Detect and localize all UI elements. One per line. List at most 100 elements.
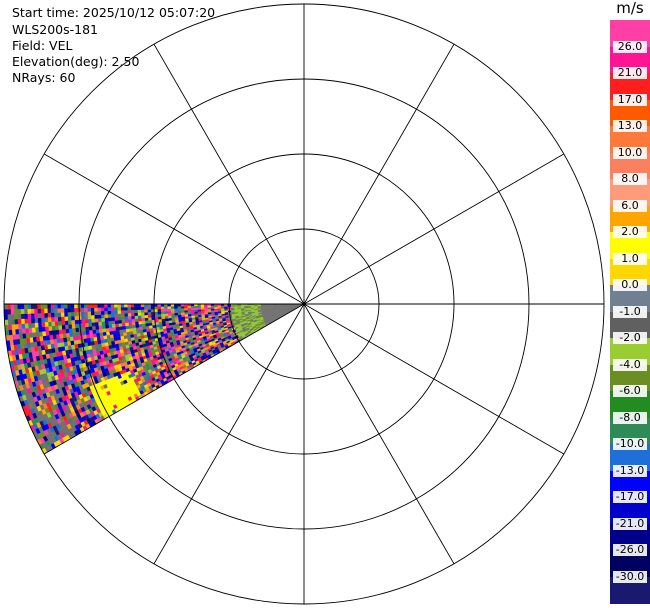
velocity-gate-cell	[111, 327, 116, 332]
velocity-gate-cell	[83, 311, 88, 316]
velocity-gate-cell	[124, 313, 128, 317]
velocity-gate-cell	[70, 303, 75, 309]
velocity-gate-cell	[113, 310, 118, 315]
velocity-gate-cell	[104, 324, 109, 329]
velocity-gate-cell	[138, 323, 143, 328]
velocity-gate-cell	[47, 312, 52, 318]
velocity-gate-cell	[72, 331, 77, 337]
velocity-gate-cell	[74, 323, 79, 329]
velocity-gate-cell	[93, 303, 98, 308]
colorbar-tick-label: 0.0	[613, 279, 647, 291]
velocity-gate-cell	[20, 303, 25, 310]
velocity-gate-cell	[54, 321, 59, 326]
velocity-gate-cell	[60, 308, 65, 313]
velocity-gate-cell	[34, 317, 39, 323]
velocity-gate-cell	[133, 309, 138, 314]
azimuth-spoke	[43, 153, 305, 305]
velocity-gate-cell	[110, 317, 115, 322]
velocity-gate-cell	[123, 306, 128, 311]
velocity-gate-cell	[40, 317, 45, 323]
velocity-gate-cell	[94, 318, 99, 323]
velocity-gate-cell	[173, 308, 178, 311]
azimuth-spoke	[153, 43, 305, 305]
velocity-gate-cell	[134, 321, 139, 325]
velocity-gate-cell	[13, 303, 18, 310]
velocity-gate-cell	[63, 307, 68, 313]
velocity-gate-cell	[17, 323, 22, 330]
colorbar-tick-label: -1.0	[613, 305, 647, 318]
velocity-gate-cell	[70, 311, 75, 317]
velocity-gate-cell	[40, 303, 45, 309]
velocity-gate-cell	[114, 316, 119, 321]
velocity-gate-cell	[11, 324, 16, 330]
velocity-gate-cell	[141, 317, 146, 322]
velocity-gate-cell	[167, 308, 171, 312]
velocity-gate-cell	[117, 307, 121, 311]
velocity-gate-cell	[30, 313, 35, 319]
velocity-gate-cell	[32, 332, 37, 338]
velocity-gate-cell	[127, 312, 132, 317]
velocity-gate-cell	[68, 332, 74, 338]
instrument-label: WLS200s-181	[12, 22, 98, 37]
velocity-gate-cell	[60, 312, 65, 317]
velocity-gate-cell	[83, 307, 88, 312]
velocity-gate-cell	[24, 327, 29, 334]
colorbar-tick-label: -6.0	[613, 385, 647, 397]
velocity-gate-cell	[167, 306, 171, 309]
velocity-gate-cell	[47, 321, 52, 327]
velocity-gate-cell	[50, 312, 55, 318]
velocity-gate-cell	[17, 318, 22, 325]
velocity-gate-cell	[207, 307, 211, 310]
colorbar-tick-label: 10.0	[613, 146, 647, 159]
velocity-gate-cell	[170, 308, 175, 312]
velocity-gate-cell	[30, 303, 35, 309]
velocity-gate-cell	[75, 327, 80, 333]
velocity-gate-cell	[164, 313, 169, 317]
velocity-gate-cell	[147, 311, 152, 316]
velocity-gate-cell	[45, 330, 50, 336]
range-ring-grid	[3, 3, 605, 605]
velocity-gate-cell	[68, 324, 73, 329]
velocity-gate-cell	[243, 304, 248, 307]
velocity-gate-cell	[87, 318, 92, 324]
velocity-gate-cell	[10, 303, 15, 310]
velocity-gate-cell	[127, 315, 132, 320]
velocity-gate-cell	[73, 303, 78, 309]
velocity-gate-cell	[97, 310, 102, 315]
velocity-gate-cell	[170, 310, 175, 314]
velocity-gate-cell	[177, 312, 182, 316]
velocity-gate-cell	[30, 317, 35, 324]
velocity-gate-cell	[217, 308, 222, 311]
velocity-gate-cell	[147, 309, 152, 313]
velocity-gate-cell	[177, 308, 181, 311]
velocity-gate-cell	[41, 326, 46, 332]
velocity-gate-cell	[187, 305, 191, 309]
velocity-gate-cell	[50, 316, 55, 322]
velocity-gate-cell	[55, 333, 60, 339]
velocity-gate-cell	[70, 315, 75, 321]
velocity-gate-cell	[63, 303, 68, 309]
velocity-gate-cell	[70, 307, 75, 313]
velocity-gate-cell	[131, 318, 136, 323]
velocity-gate-cell	[65, 328, 70, 334]
velocity-gate-cell	[213, 306, 218, 309]
velocity-gate-cell	[80, 303, 85, 309]
velocity-gate-cell	[142, 326, 147, 330]
velocity-gate-cell	[27, 318, 32, 324]
velocity-gate-cell	[47, 303, 51, 309]
velocity-gate-cell	[7, 324, 12, 331]
velocity-gate-cell	[57, 316, 62, 322]
velocity-gate-cell	[87, 307, 91, 312]
velocity-gate-cell	[124, 316, 129, 320]
velocity-gate-cell	[190, 311, 195, 315]
velocity-gate-cell	[163, 308, 168, 312]
velocity-gate-cell	[33, 308, 38, 314]
velocity-gate-cell	[111, 323, 116, 328]
velocity-gate-cell	[100, 310, 105, 315]
velocity-gate-cell	[17, 308, 21, 315]
velocity-gate-cell	[27, 303, 31, 309]
velocity-gate-cell	[14, 318, 19, 325]
velocity-gate-cell	[160, 308, 165, 312]
velocity-gate-cell	[41, 321, 46, 328]
velocity-gate-cell	[137, 306, 141, 310]
